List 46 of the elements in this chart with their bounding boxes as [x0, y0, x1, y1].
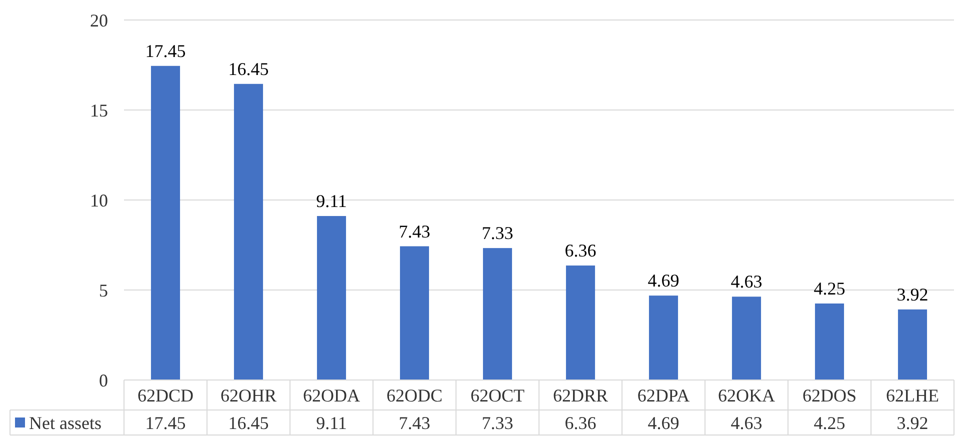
annotation: 6.36	[564, 240, 596, 261]
annotation: 4.69	[648, 270, 680, 291]
legend-label: Net assets	[29, 412, 102, 433]
y-tick-label: 5	[99, 280, 108, 300]
x-tick-label: 62DRR	[552, 385, 608, 406]
bar	[814, 304, 844, 380]
annotation: 9.11	[316, 191, 347, 212]
data-label: 6.36	[564, 412, 596, 433]
data-label: 16.45	[228, 412, 269, 433]
annotation: 7.33	[482, 223, 514, 244]
data-label: 7.33	[482, 412, 514, 433]
x-tick-label: 62DPA	[637, 385, 690, 406]
y-tick-label: 15	[90, 100, 108, 120]
data-label: 3.92	[896, 412, 928, 433]
bar	[732, 296, 762, 380]
x-tick-label: 62ODA	[303, 385, 360, 406]
data-label: 17.45	[145, 412, 186, 433]
annotation: 4.63	[730, 272, 762, 292]
annotation: 3.92	[896, 284, 928, 304]
annotation: 7.43	[398, 221, 430, 242]
bar	[234, 84, 264, 380]
bar	[400, 246, 430, 380]
bar	[648, 296, 678, 380]
bar	[150, 66, 180, 380]
bar	[316, 216, 346, 380]
annotation: 16.45	[228, 58, 269, 79]
bar	[898, 309, 928, 380]
x-tick-label: 62OKA	[718, 385, 775, 406]
data-label: 4.69	[648, 412, 680, 433]
x-tick-label: 62OHR	[220, 385, 277, 406]
annotation: 17.45	[145, 40, 186, 61]
x-tick-label: 62OCT	[470, 385, 525, 406]
x-tick-label: 62DCD	[137, 385, 194, 406]
bar	[566, 266, 596, 380]
y-tick-label: 10	[90, 190, 108, 210]
bar	[482, 248, 512, 380]
data-label: 7.43	[398, 412, 430, 433]
data-label: 4.63	[730, 412, 762, 433]
x-tick-label: 62DOS	[802, 385, 857, 406]
x-tick-label: 62LHE	[886, 385, 939, 406]
annotation: 4.25	[814, 278, 846, 298]
y-tick-label: 0	[99, 370, 108, 390]
y-tick-label: 20	[90, 10, 108, 30]
x-tick-label: 62ODC	[386, 385, 443, 406]
data-label: 4.25	[814, 412, 846, 433]
data-label: 9.11	[316, 412, 347, 433]
